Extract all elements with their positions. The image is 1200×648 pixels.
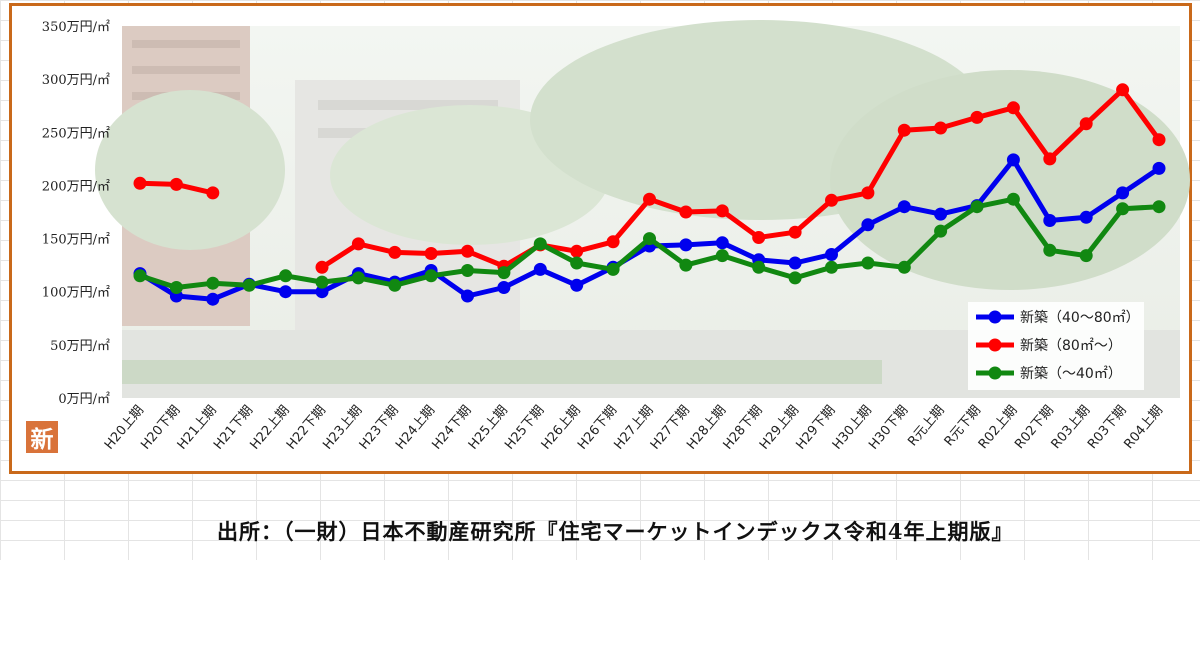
data-point [788,271,802,285]
data-point [715,236,729,250]
y-tick-label: 200万円/㎡ [42,179,110,194]
data-point [679,238,693,252]
data-point [1152,133,1166,147]
data-point [461,244,474,258]
data-point [351,237,365,251]
y-tick-label: 350万円/㎡ [42,20,110,35]
source-citation: 出所：（一財）日本不動産研究所『住宅マーケットインデックス令和4年上期版』 [217,519,1014,544]
series-group [133,192,1166,294]
shin-logo-icon: 新 [26,421,58,453]
data-point [169,177,183,191]
data-point [388,245,402,259]
y-tick-label: 50万円/㎡ [50,339,110,354]
data-point [206,292,220,306]
data-point [1006,101,1020,115]
legend-marker [988,338,1002,352]
data-point [934,121,948,135]
data-point [970,200,984,214]
data-point [715,249,729,263]
legend-label: 新築（～40㎡） [1020,366,1122,382]
data-point [169,281,183,294]
data-point [570,244,584,258]
y-tick-label: 150万円/㎡ [42,233,110,248]
data-point [533,262,547,276]
series-group [133,83,1166,274]
legend-marker [988,366,1002,380]
data-point [1043,152,1057,166]
legend-label: 新築（40～80㎡） [1020,310,1140,326]
data-point [715,204,729,218]
data-point [643,232,656,246]
data-point [825,260,838,274]
data-point [533,237,547,251]
data-point [315,285,329,299]
data-point [1116,202,1130,216]
data-point [752,260,766,274]
data-point [606,235,620,249]
data-point [461,264,474,277]
data-point [133,269,147,283]
data-point [825,248,838,261]
y-tick-label: 100万円/㎡ [42,286,110,301]
data-point [897,123,911,137]
data-point [206,186,220,200]
data-point [1116,83,1130,97]
line-chart: 0万円/㎡ 50万円/㎡ 100万円/㎡ 150万円/㎡ 200万円/㎡ 250万円/㎡ 3… [42,20,1190,453]
data-point [825,193,838,207]
data-point [934,207,948,221]
data-point [570,256,584,270]
data-point [424,247,438,260]
data-point [570,278,584,292]
data-point [897,260,911,274]
legend-marker [988,310,1002,324]
data-point [861,186,875,200]
data-point [861,256,875,270]
data-point [1043,243,1057,257]
data-point [424,269,438,283]
data-point [388,278,402,292]
data-point [461,289,474,303]
data-point [351,271,365,285]
data-point [1006,192,1020,206]
data-point [970,110,984,124]
data-point [1079,210,1093,224]
data-point [679,205,693,219]
data-point [788,225,802,239]
data-point [279,269,293,283]
data-point [788,256,802,270]
data-point [497,281,511,294]
data-point [752,231,766,244]
y-tick-label: 250万円/㎡ [42,126,110,141]
x-tick-label: R04上期 [1121,403,1166,452]
data-point [497,266,511,280]
data-point [1152,200,1166,214]
data-point [1006,153,1020,167]
data-point [679,258,693,272]
data-point [934,224,948,238]
y-tick-label: 300万円/㎡ [42,73,110,88]
y-tick-label: 0万円/㎡ [58,392,110,407]
data-point [315,275,329,289]
x-tick-label: R元上期 [905,403,947,449]
data-point [1043,214,1057,227]
data-point [1079,249,1093,263]
data-point [315,260,329,274]
data-point [1152,161,1166,175]
data-point [1079,117,1093,131]
data-point [897,200,911,214]
data-point [643,192,656,206]
data-point [606,262,620,276]
x-tick-label: H30下期 [866,403,911,453]
legend-label: 新築（80㎡～） [1020,338,1122,354]
data-point [206,276,220,290]
data-point [242,278,256,292]
data-point [861,218,875,232]
data-point [133,176,147,190]
data-point [279,285,293,299]
data-point [1116,186,1130,200]
